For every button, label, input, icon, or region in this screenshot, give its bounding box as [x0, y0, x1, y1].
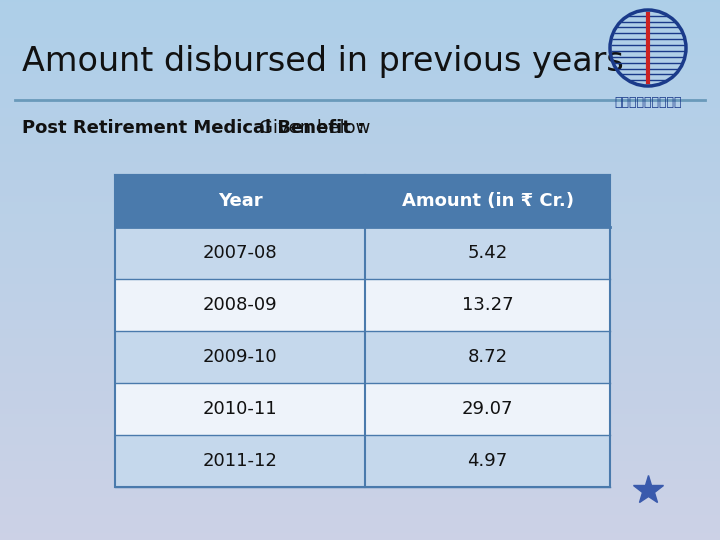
Text: Amount (in ₹ Cr.): Amount (in ₹ Cr.) — [402, 192, 574, 210]
Bar — [115, 383, 610, 435]
Text: 2007-08: 2007-08 — [203, 244, 277, 262]
Text: 13.27: 13.27 — [462, 296, 513, 314]
Bar — [115, 175, 610, 487]
Text: Year: Year — [217, 192, 262, 210]
Bar — [115, 279, 610, 331]
Text: Amount disbursed in previous years: Amount disbursed in previous years — [22, 45, 624, 78]
Text: 2010-11: 2010-11 — [203, 400, 277, 418]
Text: 8.72: 8.72 — [467, 348, 508, 366]
Text: 29.07: 29.07 — [462, 400, 513, 418]
Bar — [115, 227, 610, 279]
Bar — [115, 435, 610, 487]
Text: Given below: Given below — [259, 119, 370, 137]
Text: पावरग्रिड: पावरग्रिड — [614, 96, 682, 109]
Text: Post Retirement Medical Benefit :: Post Retirement Medical Benefit : — [22, 119, 371, 137]
Text: 4.97: 4.97 — [467, 452, 508, 470]
Bar — [115, 331, 610, 383]
Text: 2011-12: 2011-12 — [202, 452, 277, 470]
Text: 5.42: 5.42 — [467, 244, 508, 262]
Text: 2009-10: 2009-10 — [203, 348, 277, 366]
Bar — [115, 175, 610, 227]
Text: 2008-09: 2008-09 — [203, 296, 277, 314]
